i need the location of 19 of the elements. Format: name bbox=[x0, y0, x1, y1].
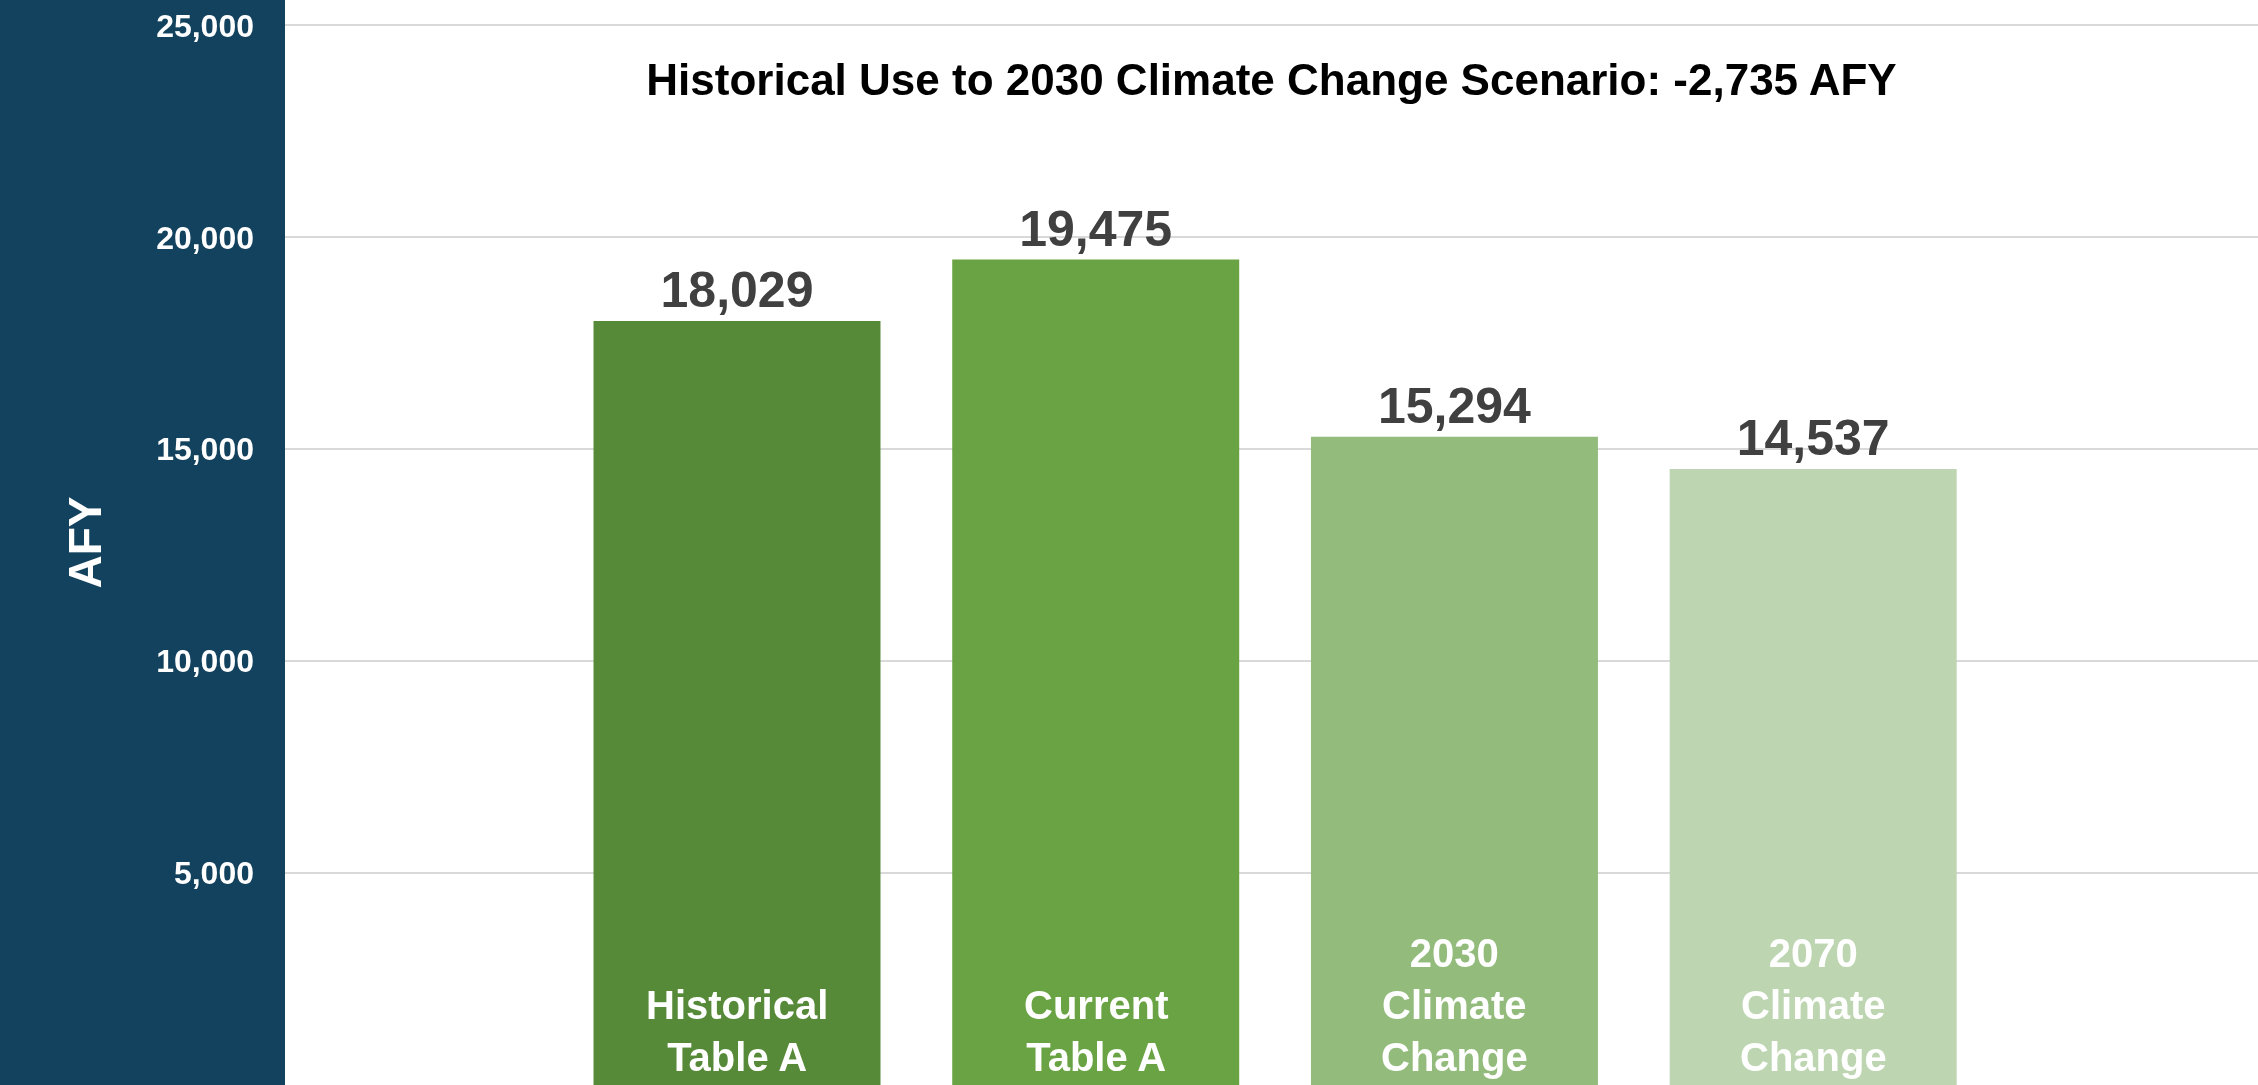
data-label: 14,537 bbox=[1736, 409, 1890, 466]
y-tick-label: 15,000 bbox=[156, 431, 254, 468]
data-label: 19,475 bbox=[1019, 200, 1173, 257]
x-tick-label: Historical Table A bbox=[646, 983, 829, 1079]
text: Historical Use to 2030 Climate Change Scenario: -2,735 AFY bbox=[646, 54, 1897, 104]
bar bbox=[1669, 468, 1957, 1085]
x-tick-label: Current Table A bbox=[1024, 983, 1169, 1079]
y-tick-label: 25,000 bbox=[156, 7, 254, 44]
y-tick-label: 10,000 bbox=[156, 643, 254, 680]
x-tick-label: 2030 Climate Change bbox=[1381, 931, 1528, 1079]
data-label: 15,294 bbox=[1377, 377, 1532, 434]
data-label: 18,029 bbox=[660, 261, 814, 318]
bar bbox=[1310, 436, 1598, 1085]
bar bbox=[593, 320, 881, 1085]
y-axis-title: AFY bbox=[58, 496, 111, 589]
bar bbox=[952, 259, 1240, 1085]
x-tick-label: 2070 Climate Change bbox=[1740, 931, 1887, 1079]
y-tick-label: 20,000 bbox=[156, 219, 254, 256]
y-tick-label: 5,000 bbox=[173, 855, 254, 892]
